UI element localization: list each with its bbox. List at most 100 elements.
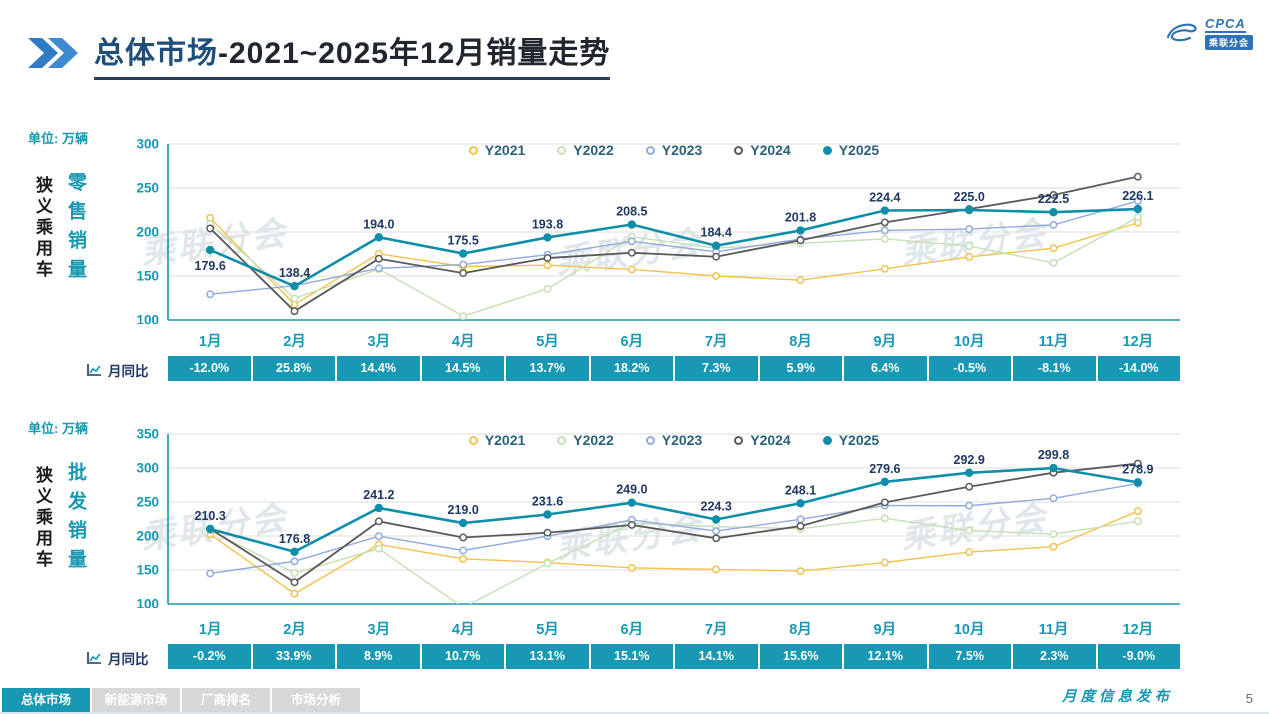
svg-text:179.6: 179.6 bbox=[195, 259, 226, 273]
legend-marker bbox=[557, 435, 567, 445]
svg-text:150: 150 bbox=[136, 269, 159, 284]
month-axis: 1月 2月 3月 4月 5月 6月 7月 8月 9月 10月 11月 12月 bbox=[168, 618, 1180, 639]
month-axis: 1月 2月 3月 4月 5月 6月 7月 8月 9月 10月 11月 12月 bbox=[168, 330, 1180, 351]
yoy-cell: -12.0% bbox=[168, 356, 251, 381]
yoy-cell: 5.9% bbox=[759, 356, 842, 381]
month-label: 12月 bbox=[1122, 622, 1154, 638]
svg-text:100: 100 bbox=[136, 313, 159, 325]
bottom-nav-tabs: 总体市场 新能源市场 厂商排名 市场分析 bbox=[2, 688, 360, 712]
tab-nev-market[interactable]: 新能源市场 bbox=[92, 688, 180, 712]
legend-marker bbox=[645, 435, 655, 445]
legend-label: Y2021 bbox=[484, 432, 526, 448]
side-label-vehicle-class: 狭义乘用车 bbox=[33, 176, 52, 281]
svg-text:248.1: 248.1 bbox=[785, 483, 816, 497]
side-label-vehicle-class: 狭义乘用车 bbox=[33, 466, 52, 571]
month-label: 10月 bbox=[953, 622, 985, 638]
yoy-cells: -0.2% 33.9% 8.9% 10.7% 13.1% 15.1% 14.1% 15.6% 1… bbox=[168, 644, 1180, 669]
svg-text:300: 300 bbox=[136, 137, 159, 152]
tab-market-analysis[interactable]: 市场分析 bbox=[272, 688, 360, 712]
svg-text:193.8: 193.8 bbox=[532, 217, 563, 231]
tab-overall-market[interactable]: 总体市场 bbox=[2, 688, 90, 712]
publication-label: 月度信息发布 bbox=[1062, 689, 1173, 705]
month-label: 10月 bbox=[953, 334, 985, 350]
month-label: 6月 bbox=[620, 334, 644, 350]
legend-marker bbox=[734, 435, 744, 445]
month-label: 11月 bbox=[1038, 334, 1069, 350]
svg-text:219.0: 219.0 bbox=[448, 503, 479, 517]
legend-label: Y2022 bbox=[573, 142, 614, 158]
legend-item-Y2021: Y2021 bbox=[468, 142, 525, 158]
svg-text:138.4: 138.4 bbox=[279, 266, 310, 280]
svg-text:300: 300 bbox=[136, 461, 159, 476]
month-label: 2月 bbox=[283, 622, 306, 638]
month-label: 12月 bbox=[1122, 334, 1154, 350]
bottom-divider bbox=[0, 712, 1269, 714]
retail-line-chart: 100 150 200 250 300 179.6 138.4 194.0 175.5 193.8… bbox=[136, 137, 1180, 325]
yoy-cell: 10.7% bbox=[421, 644, 504, 669]
month-label: 9月 bbox=[873, 622, 897, 638]
legend-marker bbox=[468, 145, 478, 155]
unit-label: 单位: 万辆 bbox=[28, 421, 88, 436]
month-label: 8月 bbox=[789, 334, 812, 350]
page-title: 总体市场-2021~2025年12月销量走势 bbox=[94, 28, 611, 80]
yoy-cell: -8.1% bbox=[1013, 356, 1096, 381]
svg-text:184.4: 184.4 bbox=[701, 226, 732, 240]
svg-text:224.4: 224.4 bbox=[869, 191, 900, 205]
yoy-row-label: 月同比 bbox=[86, 360, 149, 380]
svg-text:292.9: 292.9 bbox=[954, 453, 985, 467]
yoy-cell: -0.5% bbox=[928, 356, 1011, 381]
yoy-cell: 18.2% bbox=[590, 356, 673, 381]
month-label: 3月 bbox=[367, 622, 391, 638]
legend-marker bbox=[822, 145, 832, 155]
month-label: 3月 bbox=[367, 334, 391, 350]
svg-text:250: 250 bbox=[136, 181, 159, 196]
legend-label: Y2024 bbox=[750, 432, 791, 448]
legend-label: Y2024 bbox=[750, 142, 791, 158]
svg-text:194.0: 194.0 bbox=[363, 217, 394, 231]
legend-label: Y2023 bbox=[661, 142, 703, 158]
side-label-retail-sales: 零售销量 bbox=[65, 172, 86, 288]
legend-item-Y2021: Y2021 bbox=[468, 432, 526, 448]
legend-label: Y2023 bbox=[661, 432, 703, 448]
svg-text:224.3: 224.3 bbox=[701, 499, 732, 513]
legend: Y2021 Y2022 Y2023 Y2024 Y2025 bbox=[168, 142, 1180, 158]
legend-item-Y2022: Y2022 bbox=[557, 432, 614, 448]
yoy-cell: -0.2% bbox=[168, 644, 251, 669]
legend-item-Y2022: Y2022 bbox=[557, 142, 614, 158]
wholesale-line-chart: 100 150 200 250 300 350 210.3 176.8 241.2 219.0 23… bbox=[136, 427, 1180, 609]
month-label: 5月 bbox=[536, 334, 559, 350]
wholesale-chart-section: 单位: 万辆 狭义乘用车 批发销量 Y2021 Y2022 Y2023 Y2024 Y2… bbox=[0, 410, 1269, 680]
yoy-cell: 7.3% bbox=[675, 356, 758, 381]
svg-text:176.8: 176.8 bbox=[279, 532, 310, 546]
yoy-cell: 8.9% bbox=[337, 644, 420, 669]
svg-text:231.6: 231.6 bbox=[532, 495, 563, 509]
svg-text:225.0: 225.0 bbox=[954, 190, 985, 204]
legend-label: Y2025 bbox=[838, 432, 880, 448]
yoy-cell: 14.4% bbox=[337, 356, 420, 381]
legend-label: Y2025 bbox=[838, 142, 880, 158]
svg-text:279.6: 279.6 bbox=[869, 462, 900, 476]
yoy-cell: 14.1% bbox=[675, 644, 758, 669]
svg-text:210.3: 210.3 bbox=[195, 509, 226, 523]
yoy-cell: 2.3% bbox=[1013, 644, 1096, 669]
side-label-wholesale-sales: 批发销量 bbox=[65, 462, 86, 578]
double-chevron-icon bbox=[28, 38, 78, 68]
yoy-cell: 15.1% bbox=[590, 644, 673, 669]
legend-item-Y2025: Y2025 bbox=[822, 142, 880, 158]
month-label: 6月 bbox=[620, 622, 644, 638]
title-primary: 总体市场 bbox=[94, 37, 218, 70]
legend-item-Y2025: Y2025 bbox=[822, 432, 880, 448]
yoy-cell: 7.5% bbox=[928, 644, 1011, 669]
month-label: 7月 bbox=[704, 334, 728, 350]
legend-item-Y2023: Y2023 bbox=[645, 432, 703, 448]
page-number: 5 bbox=[1245, 691, 1253, 706]
logo-name-badge: 乘联分会 bbox=[1204, 35, 1253, 50]
tab-oem-ranking[interactable]: 厂商排名 bbox=[182, 688, 270, 712]
svg-text:250: 250 bbox=[136, 495, 159, 510]
yoy-cell: 15.6% bbox=[759, 644, 842, 669]
month-label: 4月 bbox=[451, 622, 475, 638]
legend-marker bbox=[822, 435, 832, 445]
svg-text:100: 100 bbox=[136, 597, 159, 609]
cpca-swoosh-icon bbox=[1166, 23, 1197, 42]
yoy-cell: -9.0% bbox=[1097, 644, 1180, 669]
